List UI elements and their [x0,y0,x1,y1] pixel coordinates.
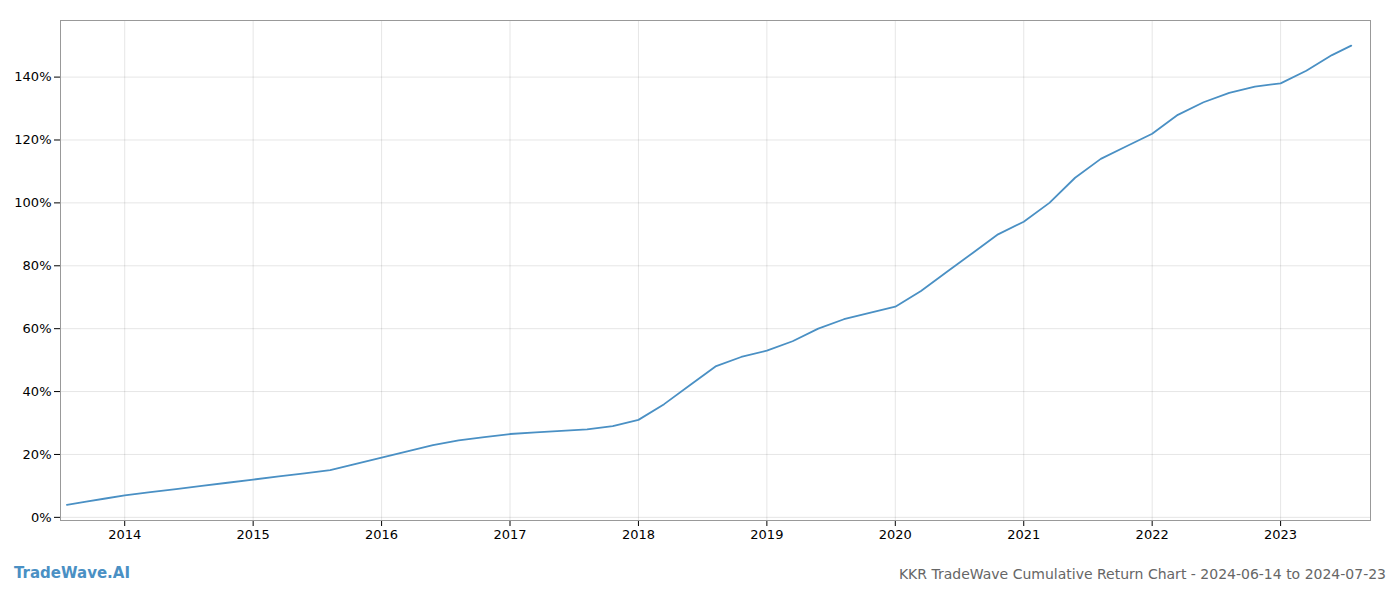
html-text:KKR TradeWave Cumulative Retur: KKR TradeWave Cumulative Return Chart - … [898,566,1386,582]
svg-text:120%: 120% [14,132,51,147]
svg-text:2014: 2014 [108,527,141,542]
html-text:TradeWave.AI: TradeWave.AI [14,564,130,582]
svg-text:60%: 60% [23,321,52,336]
svg-text:2021: 2021 [1007,527,1040,542]
svg-text:2019: 2019 [750,527,783,542]
svg-text:2022: 2022 [1136,527,1169,542]
svg-text:2017: 2017 [493,527,526,542]
svg-text:100%: 100% [14,195,51,210]
svg-text:80%: 80% [23,258,52,273]
svg-text:2023: 2023 [1264,527,1297,542]
svg-text:20%: 20% [23,447,52,462]
svg-text:2018: 2018 [622,527,655,542]
svg-text:40%: 40% [23,384,52,399]
svg-text:2020: 2020 [879,527,912,542]
svg-text:140%: 140% [14,69,51,84]
svg-text:2015: 2015 [237,527,270,542]
svg-text:0%: 0% [31,510,52,525]
svg-text:2016: 2016 [365,527,398,542]
